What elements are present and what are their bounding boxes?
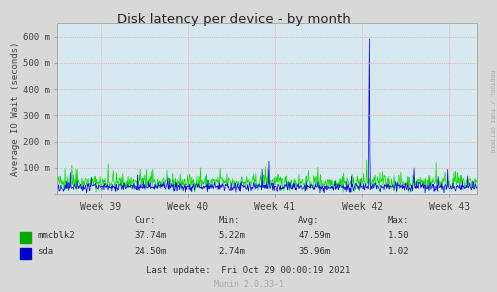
Text: 2.74m: 2.74m (219, 247, 246, 256)
Text: 47.59m: 47.59m (298, 231, 331, 240)
Text: Disk latency per device - by month: Disk latency per device - by month (117, 13, 350, 26)
Text: mmcblk2: mmcblk2 (37, 231, 75, 240)
Text: 5.22m: 5.22m (219, 231, 246, 240)
Text: 37.74m: 37.74m (134, 231, 166, 240)
Text: Min:: Min: (219, 216, 240, 225)
Text: 35.96m: 35.96m (298, 247, 331, 256)
Text: Max:: Max: (388, 216, 409, 225)
Y-axis label: Average IO Wait (seconds): Average IO Wait (seconds) (11, 41, 20, 176)
Text: sda: sda (37, 247, 53, 256)
Text: Cur:: Cur: (134, 216, 156, 225)
Text: 24.50m: 24.50m (134, 247, 166, 256)
Text: 1.50: 1.50 (388, 231, 409, 240)
Text: 1.02: 1.02 (388, 247, 409, 256)
Text: Munin 2.0.33-1: Munin 2.0.33-1 (214, 280, 283, 289)
Text: RRDTOOL / TOBI OETIKER: RRDTOOL / TOBI OETIKER (490, 70, 495, 152)
Text: Last update:  Fri Oct 29 00:00:19 2021: Last update: Fri Oct 29 00:00:19 2021 (147, 266, 350, 275)
Text: Avg:: Avg: (298, 216, 320, 225)
